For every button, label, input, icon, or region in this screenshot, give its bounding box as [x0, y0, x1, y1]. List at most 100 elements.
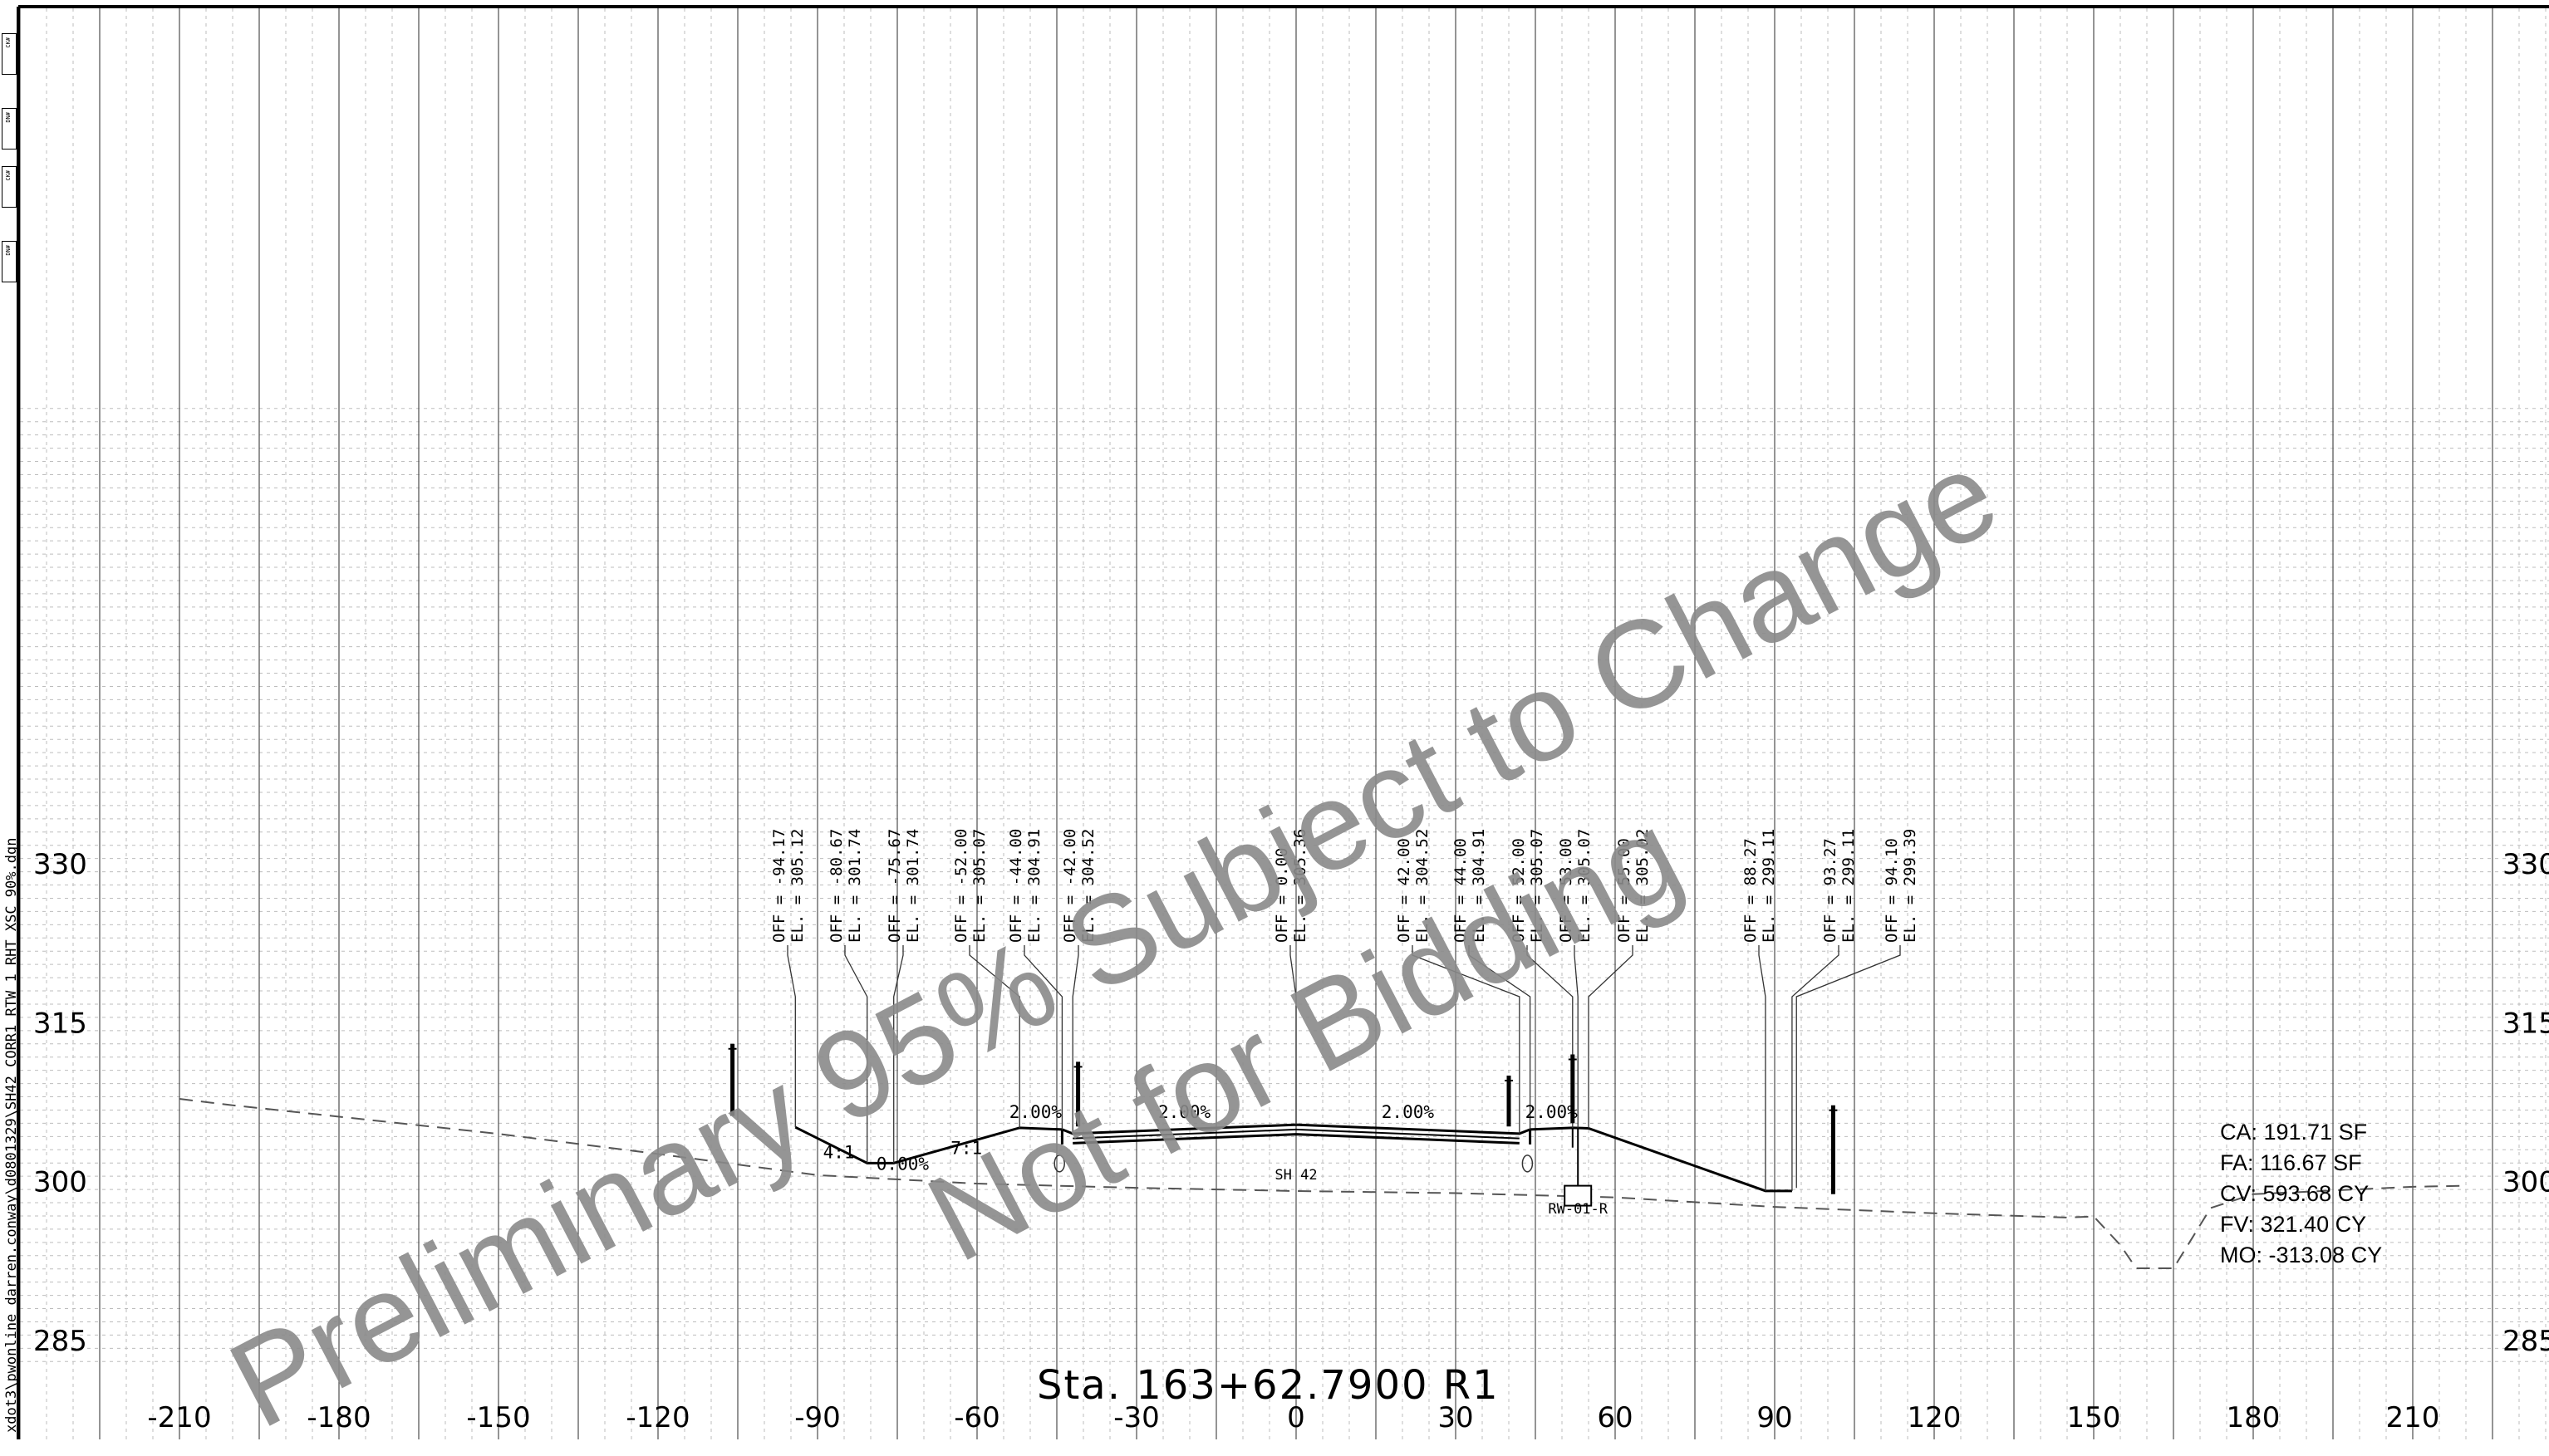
callout-leader [1574, 945, 1579, 1128]
x-tick-label: 30 [1437, 1401, 1473, 1434]
pavement-layer-line [1073, 1128, 1520, 1140]
x-tick-label: -90 [794, 1401, 841, 1434]
callout-leader [1795, 945, 1901, 1189]
callout-elevation: EL. = 299.11 [1760, 829, 1778, 943]
slope-label: 2.00% [1382, 1102, 1435, 1122]
callout-leader [1526, 945, 1574, 1128]
earthwork-quantities: CA: 191.71 SF FA: 116.67 SF CV: 593.68 C… [2220, 1117, 2382, 1271]
callout-offset: OFF = 0.00 [1273, 848, 1291, 943]
callout-leader [969, 945, 1020, 1128]
callout-offset: OFF = 55.00 [1615, 838, 1633, 943]
station-label: Sta. 163+62.7900 R1 [1037, 1362, 1500, 1409]
y-tick-label-right: 315 [2502, 1007, 2549, 1040]
callout-label: OFF = -44.00 EL. = 304.91 [1007, 829, 1044, 943]
major-grid [19, 8, 2493, 1439]
callout-label: OFF = 93.27 EL. = 299.11 [1821, 829, 1858, 943]
callout-label: OFF = -52.00 EL. = 305.07 [952, 829, 989, 943]
callout-elevation: EL. = 305.02 [1633, 829, 1652, 943]
callout-elevation: EL. = 305.07 [1528, 829, 1546, 943]
y-tick-label-left: 300 [33, 1166, 87, 1199]
x-tick-label: -180 [307, 1401, 371, 1434]
callout-offset: OFF = 52.00 [1510, 838, 1528, 943]
callout-elevation: EL. = 305.07 [970, 829, 989, 943]
quantity-ca: CA: 191.71 SF [2220, 1120, 2368, 1145]
x-tick-label: -30 [1113, 1401, 1160, 1434]
minor-grid [20, 8, 2549, 1439]
callout-label: OFF = -75.67 EL. = 301.74 [886, 829, 922, 943]
callout-leader [1791, 945, 1839, 1191]
callout-leader [1024, 945, 1063, 1130]
slope-label: 0.00% [877, 1154, 930, 1174]
y-tick-label-right: 285 [2502, 1325, 2549, 1358]
section-features: SH 42 RW-01-R [728, 1043, 1838, 1218]
callout-elevation: EL. = 304.52 [1413, 829, 1432, 943]
callout-label: OFF = 52.00 EL. = 305.07 [1510, 829, 1546, 943]
callout-leader [787, 945, 796, 1128]
x-axis-ticks: -210 -180 -150 -120 -90 -60 -30 0 30 60 90 120 150 18… [147, 1401, 2439, 1434]
callout-label: OFF = 94.10 EL. = 299.39 [1883, 829, 1919, 943]
callout-offset: OFF = 93.27 [1821, 838, 1839, 943]
callout-leader [1412, 945, 1520, 1134]
y-tick-label-left: 330 [33, 848, 87, 881]
quantity-mo: MO: -313.08 CY [2220, 1243, 2383, 1267]
callout-elevation: EL. = 305.12 [788, 829, 807, 943]
slope-label: 2.00% [1158, 1102, 1211, 1122]
callout-offset: OFF = 44.00 [1451, 838, 1470, 943]
callout-elevation: EL. = 305.07 [1575, 829, 1594, 943]
existing-ground [179, 1098, 2467, 1270]
x-tick-label: 0 [1287, 1401, 1305, 1434]
x-tick-label: -120 [626, 1401, 690, 1434]
revision-box: CK# [2, 166, 17, 208]
callout-label: OFF = 55.00 EL. = 305.02 [1615, 829, 1652, 943]
callout-labels: OFF = -94.17 EL. = 305.12 OFF = -80.67 EL. … [770, 829, 1919, 943]
callout-label: OFF = -94.17 EL. = 305.12 [770, 829, 807, 943]
x-tick-label: -210 [147, 1401, 211, 1434]
x-tick-label: 210 [2386, 1401, 2440, 1434]
callout-label: OFF = 42.00 EL. = 304.52 [1395, 829, 1432, 943]
callout-label: OFF = -42.00 EL. = 304.52 [1061, 829, 1098, 943]
callout-leader [1468, 945, 1531, 1130]
roadway-label: SH 42 [1274, 1167, 1317, 1184]
callout-offset: OFF = -42.00 [1061, 829, 1079, 943]
x-tick-label: 150 [2067, 1401, 2121, 1434]
callout-label: OFF = 88.27 EL. = 299.11 [1741, 829, 1778, 943]
slope-label: 7:1 [950, 1138, 982, 1158]
x-tick-label: 60 [1597, 1401, 1633, 1434]
x-tick-label: 180 [2227, 1401, 2281, 1434]
callout-leader [1289, 945, 1297, 1125]
callout-label: OFF = 44.00 EL. = 304.91 [1451, 829, 1488, 943]
slope-labels: 4:1 0.00% 7:1 2.00% 2.00% 2.00% 2.00% [823, 1102, 1579, 1174]
x-tick-label: -60 [954, 1401, 1000, 1434]
callout-leader [1588, 945, 1633, 1129]
callout-elevation: EL. = 304.91 [1470, 829, 1488, 943]
x-tick-label: 120 [1908, 1401, 1962, 1434]
y-tick-label-left: 285 [33, 1325, 87, 1358]
y-axis-ticks: 285 285 300 300 315 315 330 330 [33, 848, 2549, 1358]
callout-label: OFF = 53.00 EL. = 305.07 [1557, 829, 1594, 943]
callout-leader [1758, 945, 1766, 1191]
callout-elevation: EL. = 299.39 [1901, 829, 1919, 943]
x-tick-label: 90 [1756, 1401, 1792, 1434]
quantity-fv: FV: 321.40 CY [2220, 1212, 2367, 1237]
callout-offset: OFF = -94.17 [770, 829, 788, 943]
revision-box: DN# [2, 241, 17, 282]
pipe-icon [1053, 1155, 1065, 1173]
wall-label: RW-01-R [1548, 1201, 1608, 1218]
callout-elevation: EL. = 304.52 [1079, 829, 1098, 943]
revision-box: DN# [2, 108, 17, 150]
quantity-fa: FA: 116.67 SF [2220, 1150, 2362, 1175]
file-path: xdot3\pwonline_darren.conway\d0801329\SH… [3, 837, 20, 1433]
y-tick-label-right: 300 [2502, 1166, 2549, 1199]
callout-leaders [787, 945, 1901, 1191]
x-tick-label: -150 [466, 1401, 530, 1434]
y-tick-label-right: 330 [2502, 848, 2549, 881]
callout-offset: OFF = -75.67 [886, 829, 904, 943]
callout-offset: OFF = 88.27 [1741, 838, 1760, 943]
pavement-layer-line [1073, 1133, 1520, 1145]
pipe-icon [1521, 1155, 1534, 1173]
callout-elevation: EL. = 299.11 [1839, 829, 1858, 943]
y-tick-label-left: 315 [33, 1007, 87, 1040]
revision-box: CK# [2, 33, 17, 75]
slope-label: 2.00% [1525, 1102, 1579, 1122]
